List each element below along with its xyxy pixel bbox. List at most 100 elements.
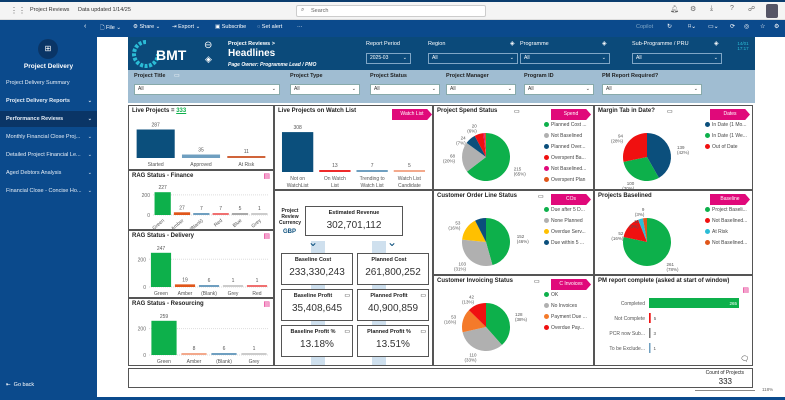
bell-icon[interactable]: 🔔︎ [670, 6, 679, 13]
navigate-button[interactable]: Dates [710, 109, 750, 120]
copilot-button[interactable]: Copilot [636, 24, 654, 30]
filter-dropdown[interactable]: All ⌄ [290, 84, 360, 95]
navigate-button[interactable]: C Invoices [551, 279, 591, 290]
eraser-icon[interactable]: ◈ [510, 41, 515, 47]
sidebar-item[interactable]: Project Delivery Reports ⌄ [0, 93, 97, 109]
watch-list-button[interactable]: Watch List [392, 109, 432, 120]
watch-list-panel: Live Projects on Watch List Watch List 3… [274, 105, 433, 190]
legend-item[interactable]: Out of Date [705, 144, 747, 155]
eraser-icon[interactable]: ◈ [205, 54, 212, 64]
more-button[interactable]: ··· [297, 24, 303, 30]
filter-dropdown[interactable]: All ⌄ [134, 84, 280, 95]
comment-icon[interactable]: ▭ [667, 109, 673, 115]
view-icon[interactable]: ▭⌄ [708, 24, 719, 30]
data-updated[interactable]: Data updated 1/14/25 [78, 7, 131, 13]
document-icon[interactable]: ▤ [742, 287, 749, 294]
chevron-down-icon: ⌄ [431, 86, 436, 92]
kpi-card: Planned Cost 261,800,252 [357, 253, 429, 285]
sidebar-item[interactable]: Performance Reviews ⌄ [0, 111, 97, 127]
eraser-icon[interactable]: ◈ [714, 41, 719, 47]
eraser-icon[interactable]: ◈ [602, 41, 607, 47]
collapse-nav-icon[interactable]: ‹ [84, 23, 87, 30]
comment-icon[interactable]: ▭ [174, 73, 180, 79]
sidebar-item[interactable]: Monthly Financial Close Proj... ⌄ [0, 129, 97, 145]
legend-item[interactable]: Due within 5 ... [544, 240, 586, 251]
legend-item[interactable]: Planned Over... [544, 144, 587, 155]
sidebar-item[interactable]: Aged Debtors Analysis ⌄ [0, 165, 97, 181]
legend-item[interactable]: Project Baseli... [705, 207, 747, 218]
export-menu[interactable]: ⇥ Export ⌄ [172, 24, 201, 30]
legend-item[interactable]: Not Baselined... [544, 166, 587, 177]
go-back-button[interactable]: ⇤ Go back [6, 382, 35, 388]
avatar[interactable] [766, 4, 778, 18]
document-icon[interactable]: ▤ [263, 233, 270, 240]
navigate-button[interactable]: Baseline [710, 194, 750, 205]
set-alert-button[interactable]: ◌ Set alert [257, 24, 283, 30]
slicer-dropdown[interactable]: 2025-03 ⌄ [366, 53, 411, 64]
search-input[interactable]: ⌕ Search [296, 5, 486, 17]
slicer-dropdown[interactable]: All ⌄ [428, 53, 518, 64]
navigate-button[interactable]: COs [551, 194, 591, 205]
legend-item[interactable]: In Date (1 Mo... [705, 122, 747, 133]
settings-icon[interactable]: ⚙ [774, 24, 780, 30]
comment-icon[interactable]: ▭ [420, 293, 426, 299]
app-launcher-icon[interactable]: ⋮⋮ [10, 6, 26, 15]
legend-item[interactable]: Payment Due ... [544, 314, 587, 325]
spend-status-panel: Project Spend Status Spend 215 (65%) 68 (20%… [433, 105, 594, 190]
document-icon[interactable]: ▤ [263, 173, 270, 180]
breadcrumb[interactable]: Project Reviews > [228, 41, 275, 47]
legend-item[interactable]: Not Baselined... [705, 240, 747, 251]
legend-item[interactable]: In Date (1 We... [705, 133, 747, 144]
feedback-icon[interactable]: ☍ [748, 6, 756, 13]
legend-item[interactable]: No Invoices [544, 303, 587, 314]
navigate-button[interactable]: Spend [551, 109, 591, 120]
legend-item[interactable]: None Planned [544, 218, 586, 229]
favorite-icon[interactable]: ☆ [760, 24, 766, 30]
app-name[interactable]: Project Reviews [30, 7, 70, 13]
refresh-icon[interactable]: ⟳ [730, 24, 736, 30]
sidebar-item[interactable]: Detailed Project Financial Le... ⌄ [0, 147, 97, 163]
back-arrow-icon[interactable]: ⊖ [204, 40, 213, 51]
comment-icon[interactable]: 🗨︎ [740, 356, 749, 363]
sidebar-item[interactable]: Financial Close - Concise Ho... ⌄ [0, 183, 97, 199]
filter-dropdown[interactable]: All ⌄ [524, 84, 594, 95]
filter-dropdown[interactable]: All ⌄ [370, 84, 440, 95]
legend-item[interactable]: Overdue Pay... [544, 325, 587, 336]
legend: Project Baseli... Not Baselined... At Risk… [705, 207, 747, 251]
comment-icon[interactable]: ◎ [744, 24, 750, 30]
chevron-down-icon: ⌄ [601, 55, 606, 61]
help-icon[interactable]: ? [730, 5, 734, 12]
legend-item[interactable]: OK [544, 292, 587, 303]
legend-item[interactable]: At Risk [705, 229, 747, 240]
filter-dropdown[interactable]: All ⌄ [446, 84, 516, 95]
legend-item[interactable]: Overdue Serv... [544, 229, 586, 240]
legend-item[interactable]: Overspent Ba... [544, 155, 587, 166]
file-menu[interactable]: 🗋 File ⌄ [100, 25, 121, 31]
slicer-dropdown[interactable]: All ⌄ [632, 53, 722, 64]
slicer-dropdown[interactable]: All ⌄ [520, 53, 610, 64]
legend-item[interactable]: Planned Cost ... [544, 122, 587, 133]
comment-icon[interactable]: ▭ [538, 194, 544, 200]
download-icon[interactable]: ⤓ [710, 5, 714, 12]
legend-item[interactable]: Due after 5 D... [544, 207, 586, 218]
document-icon[interactable]: ▤ [263, 301, 270, 308]
share-menu[interactable]: ⚙ Share ⌄ [133, 24, 161, 30]
legend-item[interactable]: Not Baselined [544, 133, 587, 144]
reset-icon[interactable]: ↻ [667, 24, 673, 30]
live-projects-count[interactable]: 333 [176, 108, 187, 114]
comment-icon[interactable]: ▭ [344, 329, 350, 335]
bookmark-icon[interactable]: ⌑⌄ [688, 24, 697, 30]
legend-item[interactable]: Overspent Plan [544, 177, 587, 188]
filter-dropdown[interactable]: All ⌄ [602, 84, 702, 95]
comment-icon[interactable]: ▭ [514, 109, 520, 115]
bar [136, 129, 175, 158]
legend-item[interactable]: Not Baselined... [705, 218, 747, 229]
gear-icon[interactable]: ⚙ [690, 6, 697, 13]
comment-icon[interactable]: ▭ [344, 293, 350, 299]
comment-icon[interactable]: ▭ [420, 329, 426, 335]
x-tick-label: Grey [249, 359, 260, 365]
zoom-slider[interactable] [695, 390, 755, 391]
comment-icon[interactable]: ▭ [534, 279, 540, 285]
sidebar-item[interactable]: Project Delivery Summary [6, 80, 70, 86]
subscribe-button[interactable]: ▣ Subscribe [215, 24, 247, 30]
